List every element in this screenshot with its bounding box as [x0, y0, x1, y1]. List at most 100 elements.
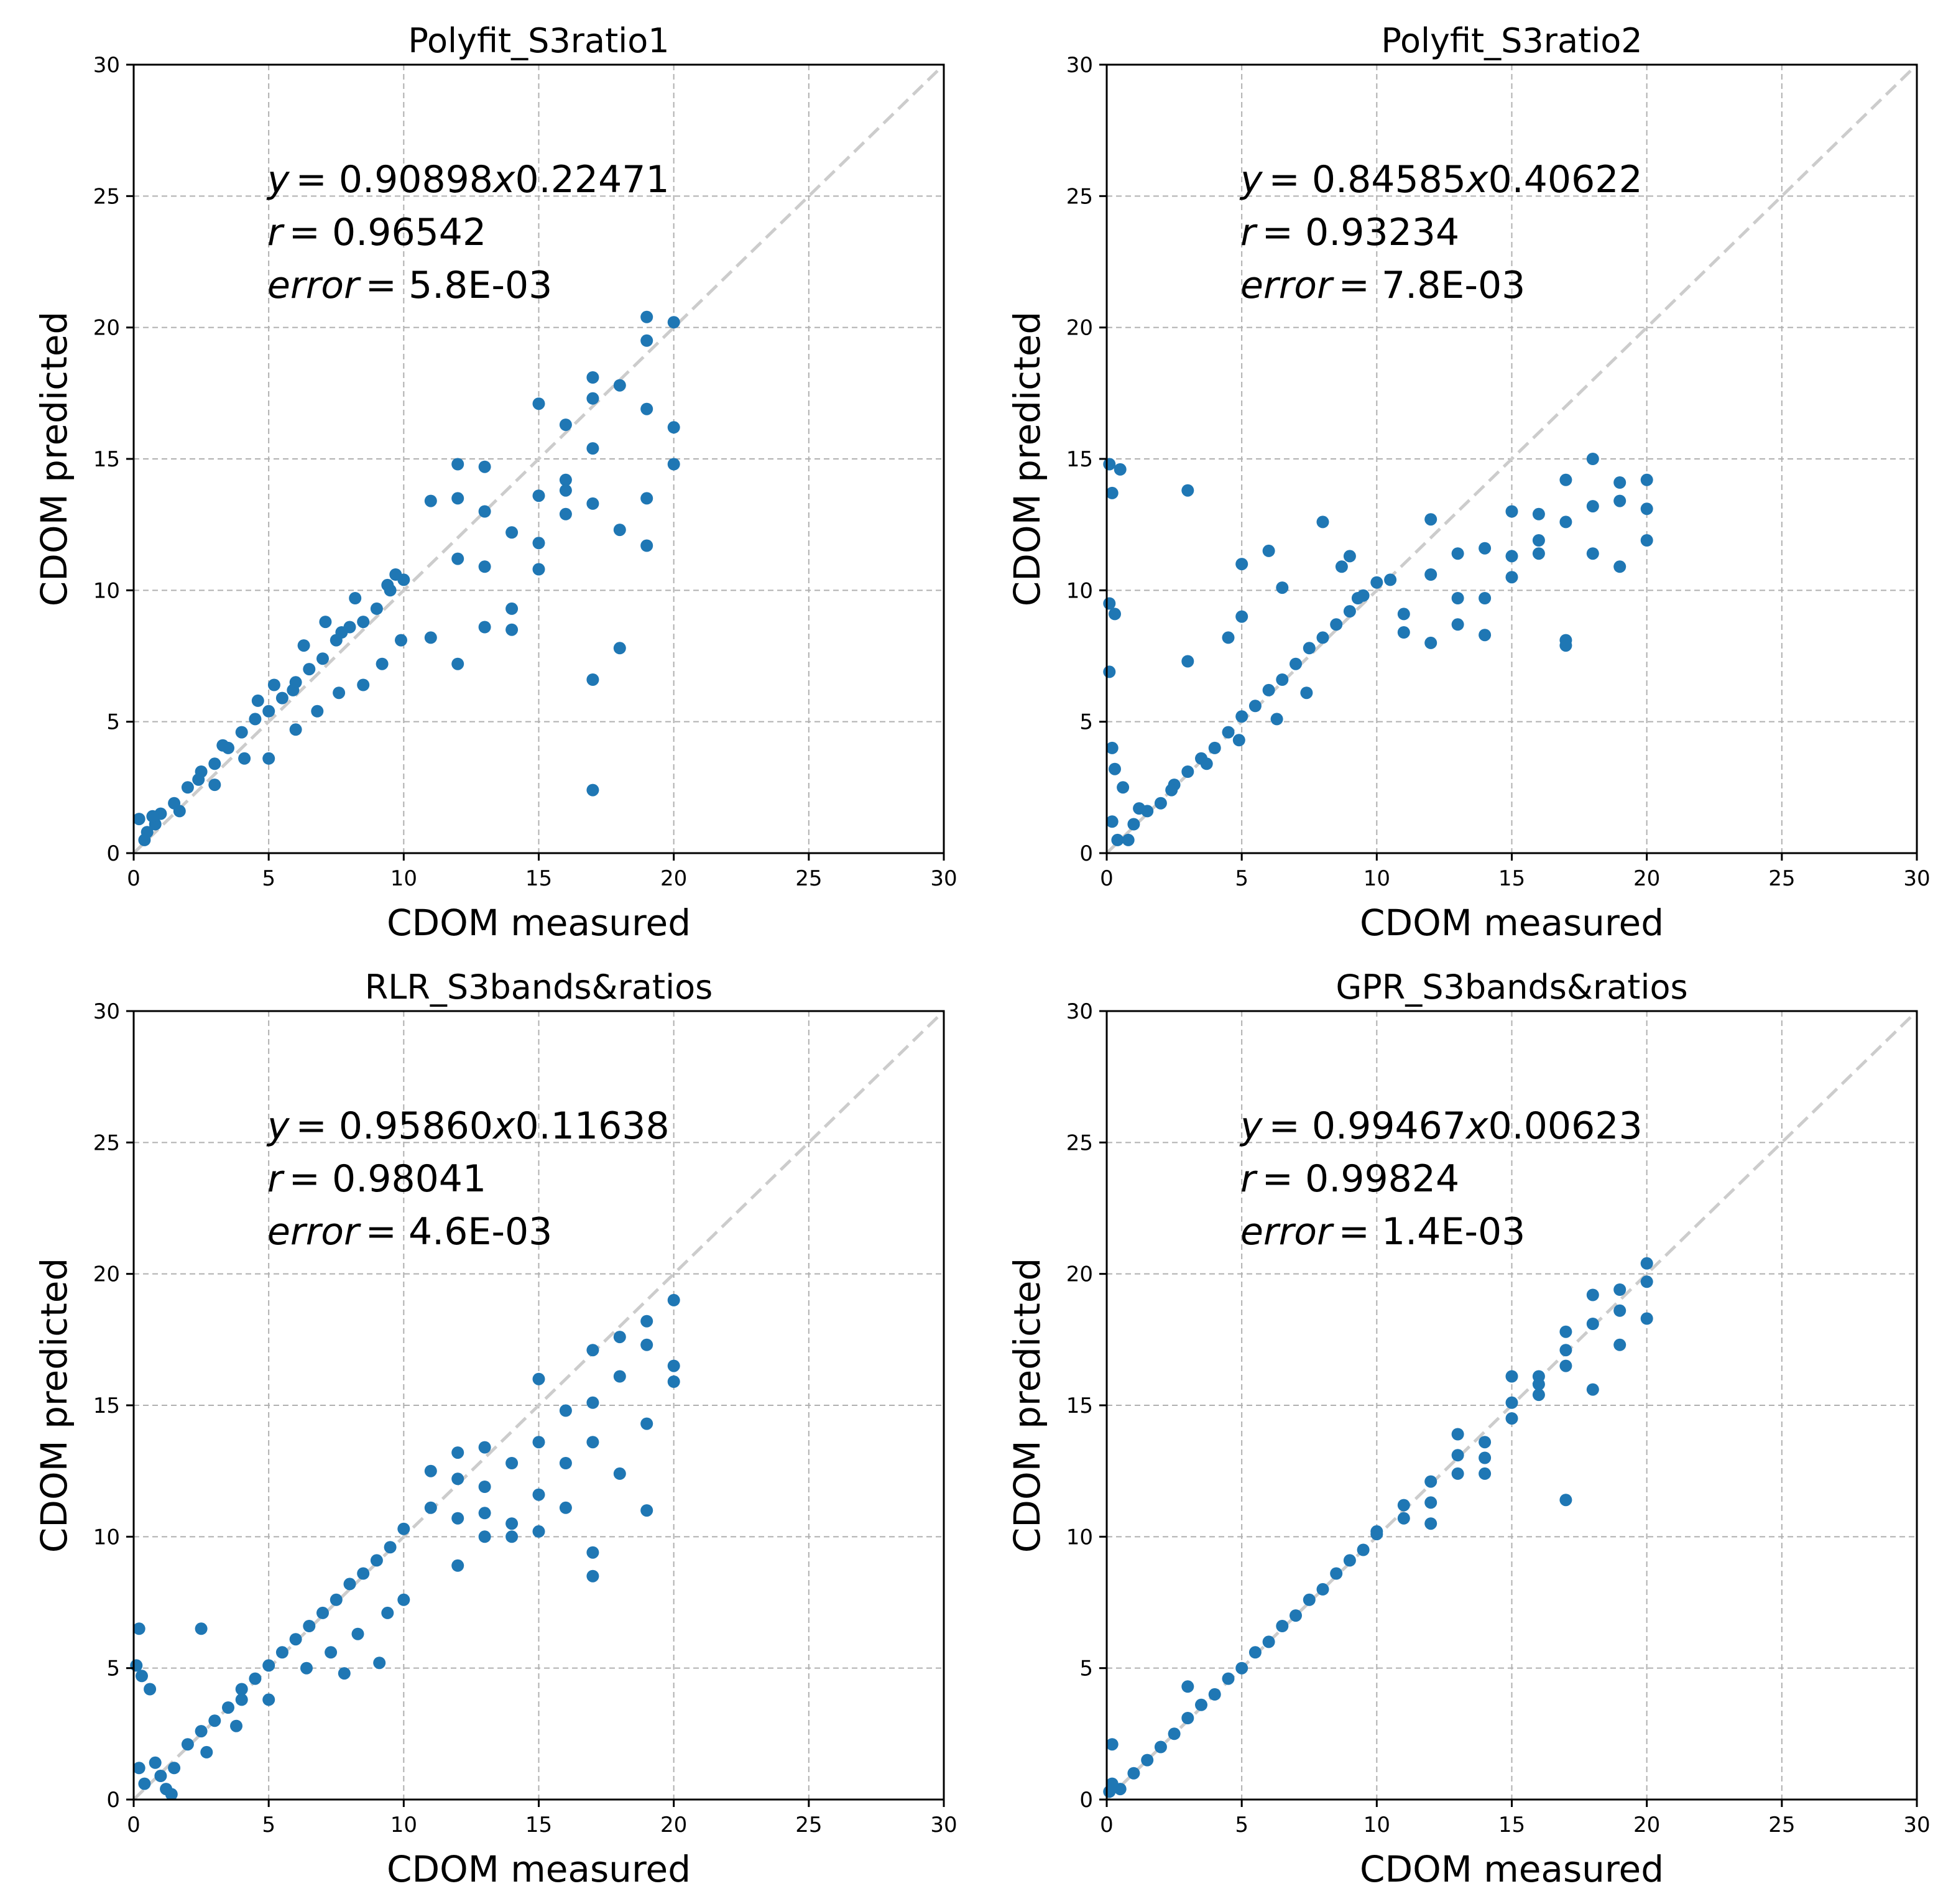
correlation-coefficient: r = 0.98041 — [267, 1157, 486, 1201]
scatter-point — [192, 773, 205, 786]
scatter-point — [667, 1293, 680, 1306]
scatter-point — [1397, 608, 1410, 621]
scatter-point — [1200, 757, 1213, 770]
x-tick-label: 0 — [1100, 1813, 1114, 1837]
x-tick-label: 25 — [795, 1813, 822, 1837]
one-to-one-line — [132, 63, 945, 854]
scatter-point — [1109, 762, 1121, 775]
scatter-point — [267, 678, 280, 691]
scatter-point — [667, 1375, 680, 1388]
scatter-point — [1195, 1698, 1207, 1711]
y-axis-label: CDOM predicted — [33, 312, 75, 606]
x-tick-label: 30 — [930, 866, 957, 891]
scatter-point — [235, 1693, 248, 1706]
scatter-point — [1451, 592, 1464, 604]
y-tick-label: 25 — [1066, 184, 1093, 209]
scatter-point — [1586, 1288, 1599, 1301]
scatter-point — [613, 1467, 626, 1480]
scatter-point — [478, 1481, 491, 1493]
scatter-point — [1613, 1338, 1627, 1351]
scatter-point — [1451, 1449, 1464, 1462]
scatter-point — [586, 1344, 599, 1357]
scatter-point — [311, 705, 324, 718]
scatter-point — [505, 1530, 519, 1543]
scatter-point — [1640, 1257, 1653, 1270]
scatter-point — [316, 652, 329, 665]
scatter-point — [586, 497, 599, 510]
scatter-point — [478, 560, 491, 573]
scatter-point — [532, 1372, 545, 1385]
scatter-point — [1248, 700, 1262, 713]
y-tick-label: 25 — [93, 1130, 120, 1155]
scatter-point — [297, 639, 310, 652]
scatter-point — [667, 421, 680, 434]
scatter-point — [1424, 513, 1437, 526]
error-value: error = 4.6E-03 — [267, 1210, 552, 1254]
scatter-point — [303, 1620, 316, 1632]
scatter-point — [1181, 655, 1194, 668]
scatter-point — [1154, 1740, 1167, 1754]
scatter-point — [424, 1501, 437, 1514]
scatter-point — [1105, 1738, 1119, 1751]
scatter-point — [1300, 686, 1313, 700]
scatter-point — [1613, 494, 1627, 507]
x-tick-label: 5 — [1235, 1813, 1248, 1837]
scatter-point — [1235, 1661, 1248, 1675]
scatter-point — [451, 552, 464, 565]
regression-equation: y = 0.95860x0.11638 — [266, 1104, 670, 1148]
scatter-point — [1532, 1378, 1545, 1391]
scatter-point — [1232, 734, 1245, 747]
error-value: error = 1.4E-03 — [1240, 1210, 1525, 1254]
scatter-point — [1505, 571, 1518, 584]
scatter-point — [1270, 713, 1283, 726]
scatter-point — [132, 813, 145, 826]
scatter-point — [1181, 1712, 1194, 1724]
x-tick-label: 20 — [660, 866, 687, 891]
scatter-point — [1559, 473, 1572, 486]
scatter-point — [1343, 605, 1356, 618]
x-tick-label: 30 — [1903, 866, 1930, 891]
scatter-point — [532, 537, 545, 550]
y-tick-label: 15 — [93, 1393, 120, 1418]
scatter-point — [389, 568, 402, 581]
scatter-point — [1335, 560, 1348, 573]
scatter-point — [613, 642, 626, 655]
y-tick-label: 0 — [1079, 1788, 1093, 1813]
scatter-point — [208, 757, 221, 770]
scatter-point — [478, 460, 491, 473]
scatter-point — [1114, 1783, 1127, 1796]
scatter-point — [130, 1659, 143, 1672]
scatter-point — [586, 673, 599, 686]
y-tick-label: 15 — [93, 447, 120, 472]
x-tick-label: 0 — [127, 1813, 141, 1837]
x-axis-label: CDOM measured — [1360, 1848, 1664, 1890]
scatter-point — [381, 1606, 394, 1619]
scatter-point — [1117, 781, 1130, 794]
scatter-point — [1479, 592, 1492, 604]
scatter-point — [1640, 473, 1653, 486]
correlation-coefficient: r = 0.99824 — [1240, 1157, 1459, 1201]
scatter-point — [1351, 592, 1364, 604]
x-tick-label: 5 — [262, 1813, 275, 1837]
scatter-point — [1424, 636, 1437, 649]
scatter-series-samples — [130, 1293, 680, 1801]
scatter-point — [275, 1646, 288, 1659]
scatter-point — [1613, 1304, 1627, 1317]
scatter-point — [586, 392, 599, 405]
scatter-point — [667, 458, 680, 471]
scatter-point — [1235, 558, 1248, 571]
scatter-point — [357, 678, 370, 691]
scatter-point — [1559, 1325, 1572, 1338]
scatter-point — [532, 1436, 545, 1449]
x-axis-label: CDOM measured — [1360, 902, 1664, 944]
scatter-point — [559, 507, 572, 520]
scatter-point — [1532, 534, 1545, 547]
chart-title: Polyfit_S3ratio1 — [408, 21, 669, 60]
scatter-point — [1154, 797, 1167, 810]
scatter-point — [351, 1627, 364, 1640]
scatter-point — [1586, 453, 1599, 465]
scatter-point — [1343, 550, 1356, 563]
scatter-point — [1505, 1396, 1518, 1409]
scatter-point — [335, 626, 348, 639]
x-axis-label: CDOM measured — [387, 1848, 691, 1890]
